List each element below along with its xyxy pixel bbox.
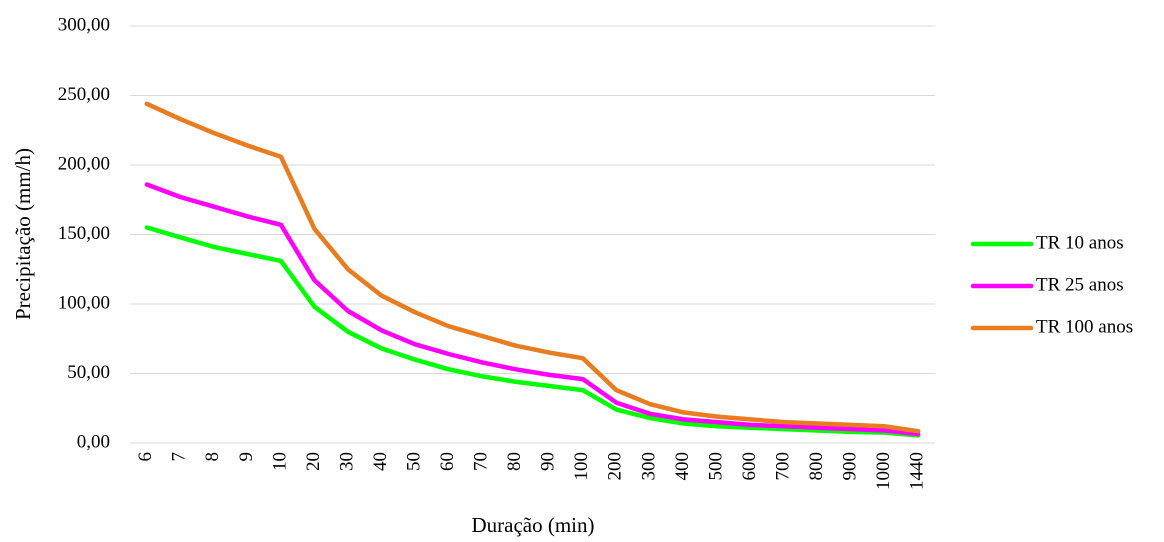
legend-label: TR 100 anos [1036, 316, 1133, 337]
legend-label: TR 25 anos [1036, 274, 1124, 295]
y-tick-label: 0,00 [77, 431, 110, 452]
y-tick-label: 150,00 [58, 223, 110, 244]
y-tick-label: 200,00 [58, 153, 110, 174]
series-line [144, 101, 921, 434]
y-axis-title: Precipitação (mm/h) [11, 148, 35, 320]
x-tick-label: 800 [806, 452, 827, 481]
series-line [144, 182, 921, 437]
x-tick-label: 700 [772, 452, 793, 481]
x-tick-label: 300 [638, 452, 659, 481]
y-tick-label: 300,00 [58, 14, 110, 35]
x-tick-label: 40 [370, 452, 391, 471]
x-tick-label: 10 [269, 452, 290, 471]
x-tick-label: 6 [135, 452, 156, 462]
y-tick-label: 50,00 [67, 362, 110, 383]
y-tick-label: 100,00 [58, 292, 110, 313]
legend-label: TR 10 anos [1036, 232, 1124, 253]
x-tick-label: 20 [303, 452, 324, 471]
x-tick-label: 200 [605, 452, 626, 481]
legend: TR 10 anos TR 25 anos TR 100 anos [970, 232, 1133, 337]
x-tick-label: 70 [471, 452, 492, 471]
x-axis-title: Duração (min) [471, 513, 594, 537]
x-tick-label: 7 [169, 452, 190, 462]
x-axis-ticks: 6 7 8 9 10 20 30 40 50 60 70 80 90 100 200 300 400 500 600… [135, 452, 927, 490]
x-tick-label: 600 [739, 452, 760, 481]
x-tick-label: 400 [672, 452, 693, 481]
x-tick-label: 900 [840, 452, 861, 481]
x-tick-label: 9 [236, 452, 257, 462]
series-line [144, 225, 921, 438]
x-tick-label: 1440 [907, 452, 928, 490]
x-tick-label: 60 [437, 452, 458, 471]
x-tick-label: 500 [705, 452, 726, 481]
y-tick-label: 250,00 [58, 84, 110, 105]
gridlines [130, 25, 935, 444]
y-axis-ticks: 0,00 50,00 100,00 150,00 200,00 250,00 300,00 [58, 14, 110, 452]
x-tick-label: 80 [504, 452, 525, 471]
x-tick-label: 50 [403, 452, 424, 471]
x-tick-label: 100 [571, 452, 592, 481]
x-tick-label: 8 [202, 452, 223, 462]
x-tick-label: 1000 [873, 452, 894, 490]
x-tick-label: 90 [538, 452, 559, 471]
series-lines [144, 101, 921, 438]
x-tick-label: 30 [336, 452, 357, 471]
